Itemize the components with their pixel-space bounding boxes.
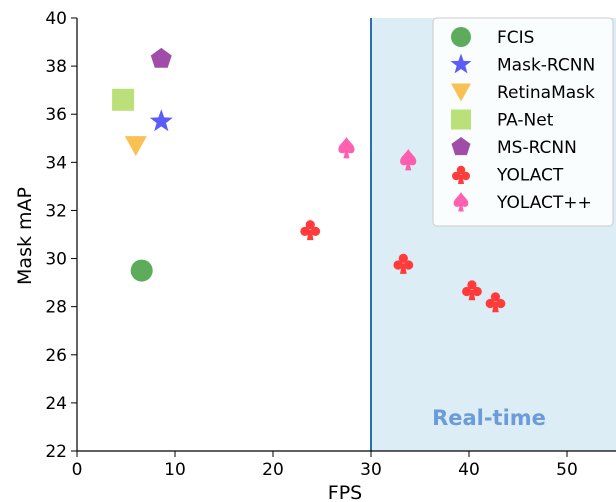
real-time-label: Real-time (432, 406, 546, 430)
legend-fcis-marker (451, 27, 471, 47)
legend-pa-net-label: PA-Net (497, 111, 554, 131)
x-tick-label: 40 (458, 460, 480, 480)
x-tick-label: 50 (556, 460, 578, 480)
legend-ms-rcnn-label: MS-RCNN (497, 138, 577, 158)
legend-box (432, 17, 614, 227)
yolact-point (462, 280, 482, 301)
ms-rcnn-point (150, 47, 172, 68)
y-tick-label: 38 (45, 57, 67, 77)
legend-mask-rcnn-marker (450, 53, 472, 74)
y-tick-label: 32 (45, 201, 67, 221)
x-tick-label: 30 (360, 460, 382, 480)
x-tick-label: 20 (262, 460, 284, 480)
fcis-point (130, 259, 153, 282)
mask-rcnn-point (149, 109, 173, 132)
y-axis-label: Mask mAP (14, 187, 36, 285)
yolactplusplus-point (400, 148, 417, 171)
pa-net-point (112, 88, 135, 111)
legend-ms-rcnn-marker (451, 137, 471, 156)
y-tick-label: 26 (45, 346, 67, 366)
legend-yolactplusplus-label: YOLACT++ (496, 193, 592, 213)
y-tick-label: 40 (45, 9, 67, 29)
legend-pa-net-marker (451, 109, 471, 130)
x-tick-label: 0 (72, 460, 83, 480)
y-tick-label: 22 (45, 442, 67, 462)
y-tick-label: 34 (45, 153, 67, 173)
legend-retinamask-marker (451, 83, 471, 102)
legend-yolactplusplus-marker (453, 192, 469, 212)
legend-fcis-label: FCIS (497, 28, 534, 48)
y-tick-label: 30 (45, 250, 67, 270)
x-tick-label: 10 (164, 460, 186, 480)
yolact-point (485, 292, 506, 313)
y-tick-label: 24 (45, 394, 67, 414)
x-axis-label: FPS (328, 482, 362, 502)
y-tick-label: 28 (45, 298, 67, 318)
yolactplusplus-point (338, 136, 355, 159)
yolact-point (393, 253, 414, 274)
legend-retinamask-label: RetinaMask (497, 83, 595, 103)
legend-yolact-label: YOLACT (496, 166, 564, 186)
y-tick-label: 36 (45, 105, 67, 125)
legend-mask-rcnn-label: Mask-RCNN (497, 56, 595, 76)
yolact-point (300, 220, 321, 241)
retinamask-point (124, 136, 147, 156)
legend-yolact-marker (452, 165, 470, 184)
